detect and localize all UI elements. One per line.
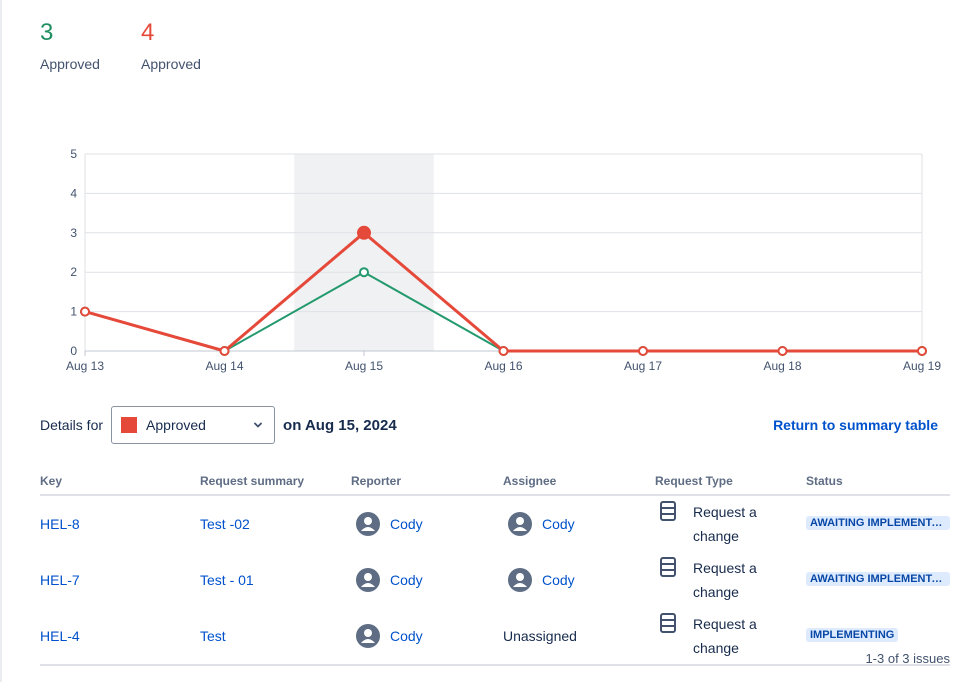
data-point[interactable] xyxy=(359,267,369,278)
column-header-summary[interactable]: Request summary xyxy=(200,472,351,496)
y-tick-label: 4 xyxy=(70,186,77,200)
column-header-request-type[interactable]: Request Type xyxy=(655,472,806,496)
request-type-icon xyxy=(660,501,676,521)
y-tick-label: 2 xyxy=(70,265,77,279)
assignee-unassigned: Unassigned xyxy=(503,628,577,644)
series-select-value: Approved xyxy=(146,417,206,433)
x-tick-label: Aug 18 xyxy=(763,359,801,373)
issues-table: Key Request summary Reporter Assignee Re… xyxy=(40,472,950,666)
issue-key-link[interactable]: HEL-7 xyxy=(40,572,80,588)
column-header-status[interactable]: Status xyxy=(806,472,950,496)
issue-summary-link[interactable]: Test xyxy=(200,628,226,644)
table-row: HEL-8 Test -02 Cody Cody Request a chang… xyxy=(40,495,950,552)
status-badge: AWAITING IMPLEMENTATION xyxy=(806,571,950,586)
request-type: Request a change xyxy=(655,556,806,604)
data-point[interactable] xyxy=(777,346,788,356)
request-type: Request a change xyxy=(655,500,806,548)
user-avatar-icon xyxy=(356,512,380,536)
x-tick-label: Aug 16 xyxy=(484,359,522,373)
series-color-swatch xyxy=(121,417,138,433)
details-for-label: Details for xyxy=(40,417,104,433)
reporter[interactable]: Cody xyxy=(351,512,503,536)
y-tick-label: 1 xyxy=(70,305,77,319)
x-tick-label: Aug 13 xyxy=(66,359,104,373)
series-line-2 xyxy=(84,231,922,353)
reporter-name: Cody xyxy=(390,516,423,532)
issue-summary-link[interactable]: Test -02 xyxy=(200,516,250,532)
series-select[interactable]: Approved xyxy=(111,406,276,444)
pagination-summary: 1-3 of 3 issues xyxy=(865,651,950,666)
data-point[interactable] xyxy=(357,225,371,240)
request-type-label: Request a change xyxy=(693,616,757,656)
reporter[interactable]: Cody xyxy=(351,568,503,592)
issue-key-link[interactable]: HEL-4 xyxy=(40,628,80,644)
column-header-reporter[interactable]: Reporter xyxy=(351,472,503,496)
assignee[interactable]: Cody xyxy=(503,568,655,592)
table-row: HEL-4 Test Cody Unassigned Request a cha… xyxy=(40,608,950,666)
details-bar: Details for Approved on Aug 15, 2024 xyxy=(40,405,397,445)
y-tick-label: 5 xyxy=(70,147,77,161)
status-badge: AWAITING IMPLEMENTATION xyxy=(806,515,950,530)
reporter-name: Cody xyxy=(390,628,423,644)
request-type-label: Request a change xyxy=(693,504,757,544)
metric-value: 4 xyxy=(141,19,155,46)
approved-line-chart[interactable]: 0 1 2 3 4 5 Aug 13 Aug 14 Aug 15 Aug 16 Aug 17 Aug … xyxy=(0,140,979,385)
request-type-icon xyxy=(660,613,676,633)
x-tick-label: Aug 15 xyxy=(345,359,383,373)
metric-label: Approved xyxy=(141,56,201,72)
y-tick-label: 3 xyxy=(70,226,77,240)
highlight-band[interactable] xyxy=(294,154,434,351)
data-point[interactable] xyxy=(638,346,648,356)
table-header-row: Key Request summary Reporter Assignee Re… xyxy=(40,472,950,496)
data-point[interactable] xyxy=(219,346,230,356)
request-type-label: Request a change xyxy=(693,560,757,600)
reporter-name: Cody xyxy=(390,572,423,588)
request-type-icon xyxy=(660,557,676,577)
x-tick-label: Aug 17 xyxy=(624,359,662,373)
request-type: Request a change xyxy=(655,612,806,660)
user-avatar-icon xyxy=(508,568,532,592)
column-header-assignee[interactable]: Assignee xyxy=(503,472,655,496)
metric-label: Approved xyxy=(40,56,100,72)
column-header-key[interactable]: Key xyxy=(40,472,200,496)
x-tick-label: Aug 14 xyxy=(205,359,243,373)
assignee[interactable]: Cody xyxy=(503,512,655,536)
data-point[interactable] xyxy=(498,346,509,356)
y-tick-label: 0 xyxy=(70,344,77,358)
user-avatar-icon xyxy=(508,512,532,536)
metric-approved-red[interactable]: 4 Approved xyxy=(141,18,201,72)
metric-value: 3 xyxy=(40,19,54,46)
table-row: HEL-7 Test - 01 Cody Cody Request a chan… xyxy=(40,552,950,608)
metric-approved-green[interactable]: 3 Approved xyxy=(40,18,100,72)
reporter[interactable]: Cody xyxy=(351,624,503,648)
details-date: on Aug 15, 2024 xyxy=(283,416,397,434)
issue-key-link[interactable]: HEL-8 xyxy=(40,516,80,532)
return-to-summary-link[interactable]: Return to summary table xyxy=(773,417,938,433)
user-avatar-icon xyxy=(356,624,380,648)
data-point[interactable] xyxy=(917,346,927,356)
issue-summary-link[interactable]: Test - 01 xyxy=(200,572,254,588)
chevron-down-icon xyxy=(254,422,262,428)
status-badge: IMPLEMENTING xyxy=(806,627,899,642)
data-point[interactable] xyxy=(80,306,90,317)
assignee-name: Cody xyxy=(542,516,575,532)
assignee-name: Cody xyxy=(542,572,575,588)
page-edge xyxy=(0,0,2,682)
x-tick-label: Aug 19 xyxy=(903,359,941,373)
user-avatar-icon xyxy=(356,568,380,592)
